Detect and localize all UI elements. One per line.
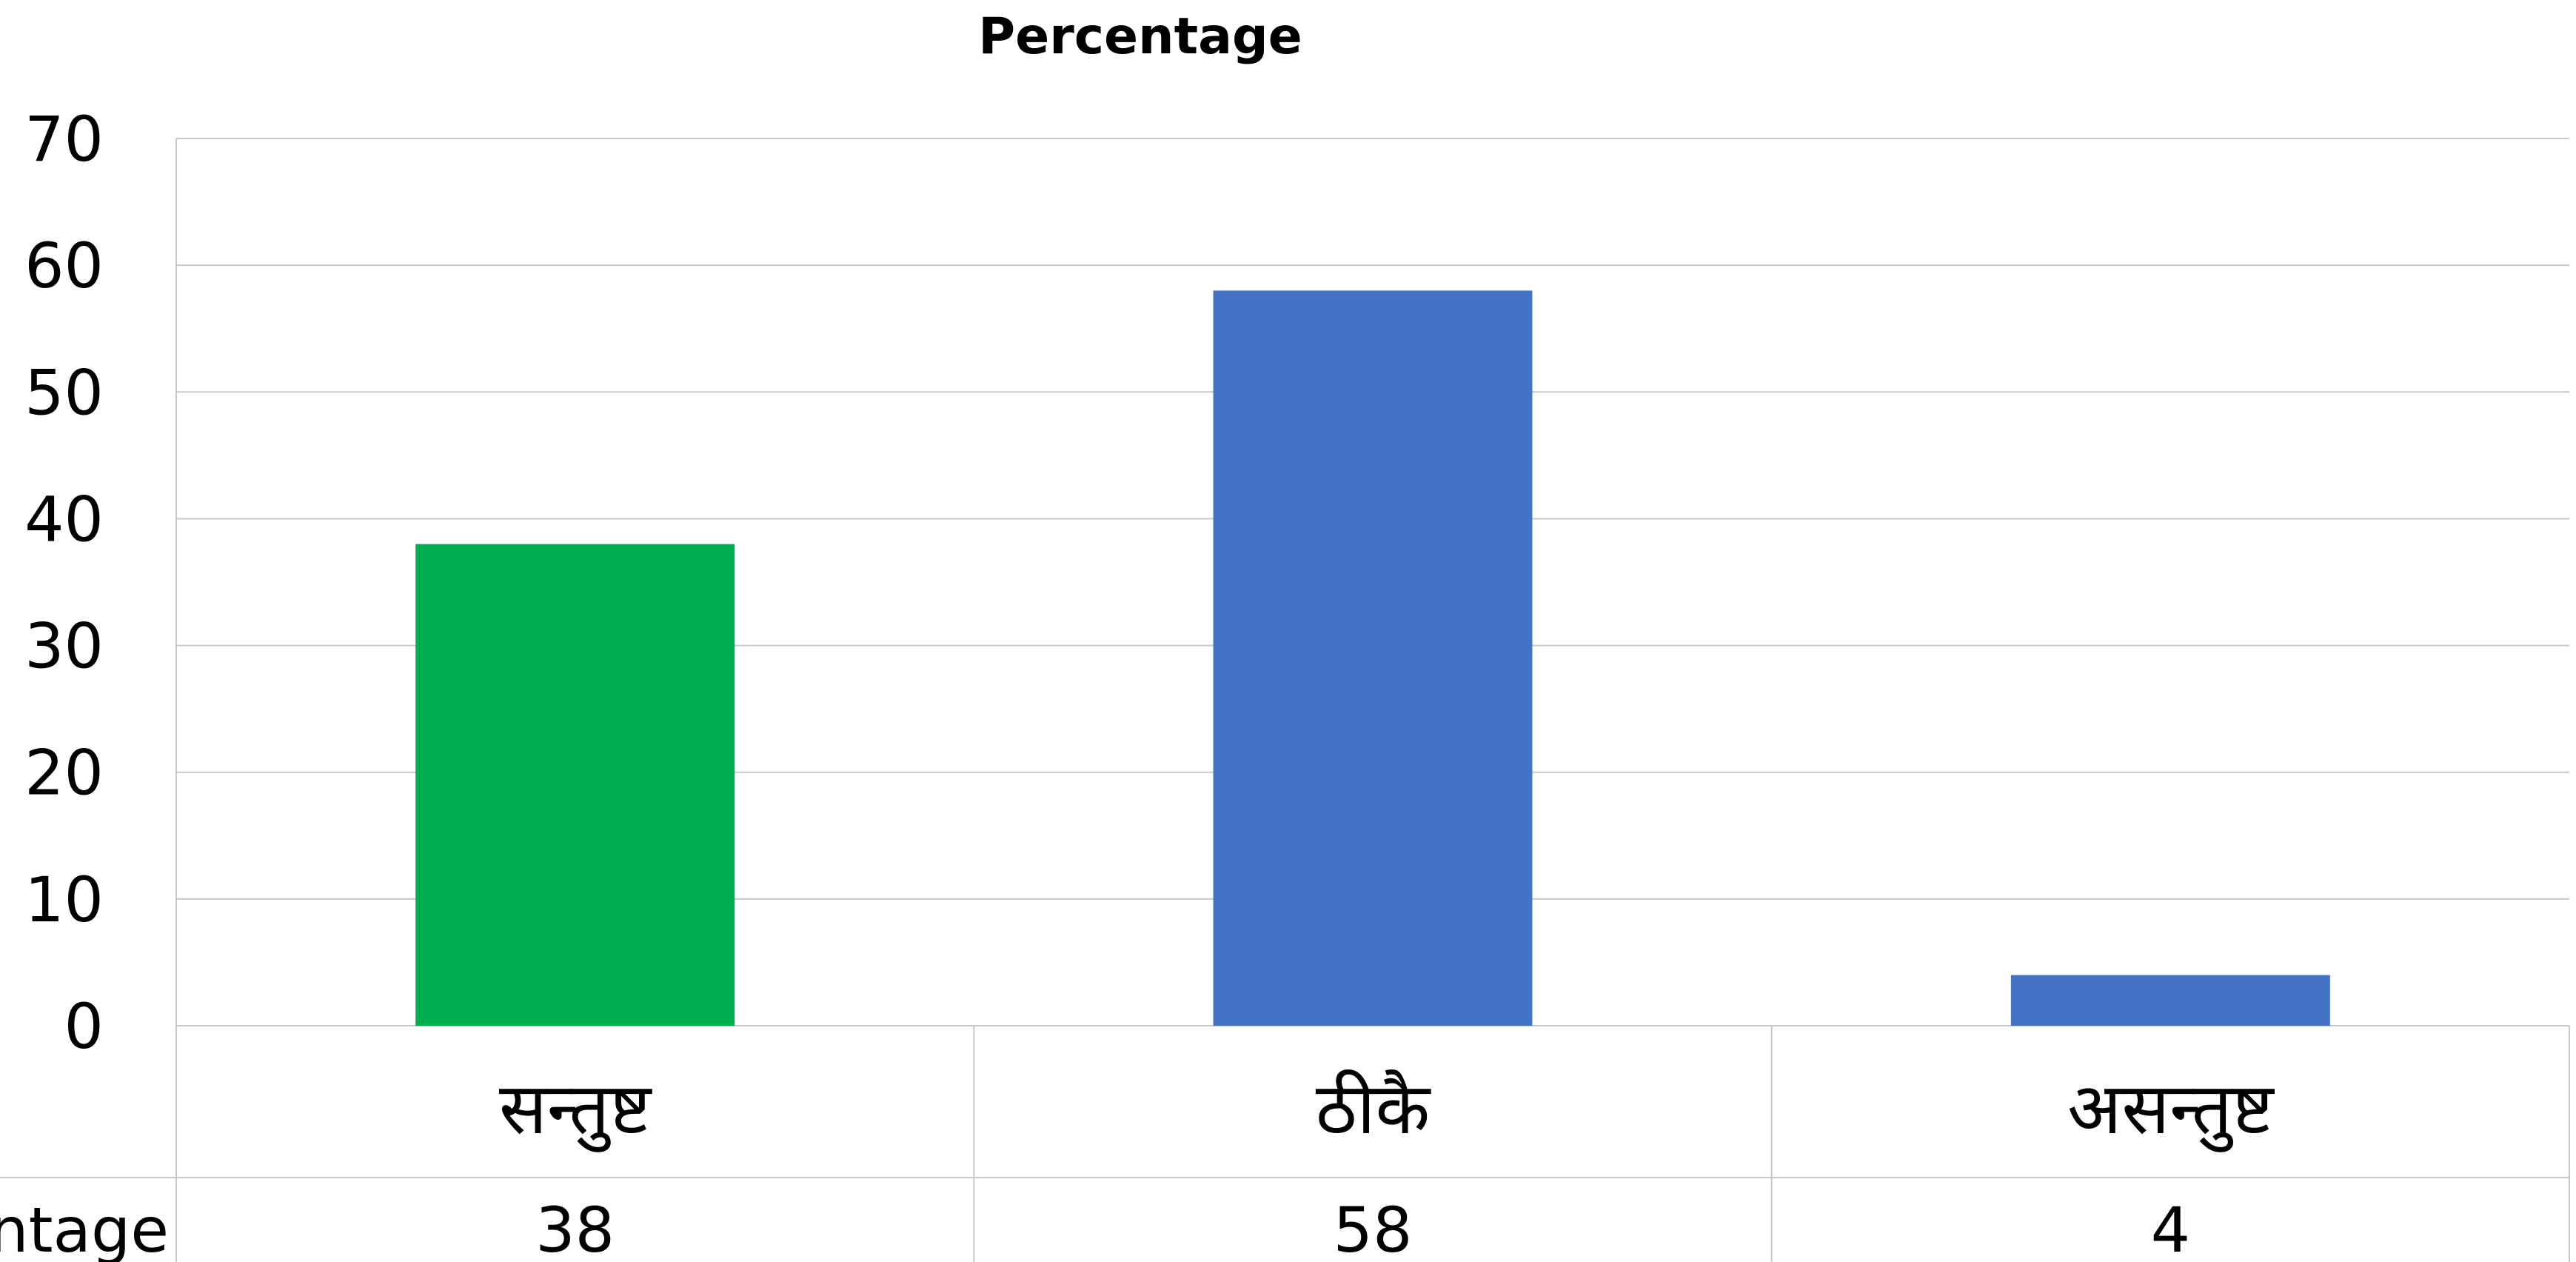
y-tick-label: 10 <box>24 864 104 936</box>
x-category-label: असन्तुष्ट <box>2067 1067 2275 1152</box>
bar <box>415 544 735 1026</box>
bars <box>415 290 2330 1026</box>
bar <box>1213 290 1533 1026</box>
y-axis: 0 10 20 30 40 50 60 70 <box>24 103 104 1063</box>
chart-title: Percentage <box>978 7 1302 66</box>
data-table: Percentage सन्तुष्ट 38 ठीकै 58 असन्तुष्ट 4 <box>0 1026 2570 1262</box>
x-category-label: सन्तुष्ट <box>499 1067 652 1152</box>
data-table-value: 4 <box>2151 1194 2190 1262</box>
data-table-value: 58 <box>1334 1194 1413 1262</box>
data-table-value: 38 <box>535 1194 615 1262</box>
bar <box>2010 975 2330 1026</box>
y-tick-label: 70 <box>24 103 104 176</box>
y-tick-label: 60 <box>24 230 104 302</box>
y-tick-label: 30 <box>24 610 104 683</box>
data-table-row-label: Percentage <box>0 1194 169 1262</box>
y-tick-label: 40 <box>24 483 104 555</box>
y-tick-label: 0 <box>64 990 104 1063</box>
y-tick-label: 20 <box>24 737 104 809</box>
x-category-label: ठीकै <box>1316 1067 1432 1150</box>
y-tick-label: 50 <box>24 356 104 429</box>
